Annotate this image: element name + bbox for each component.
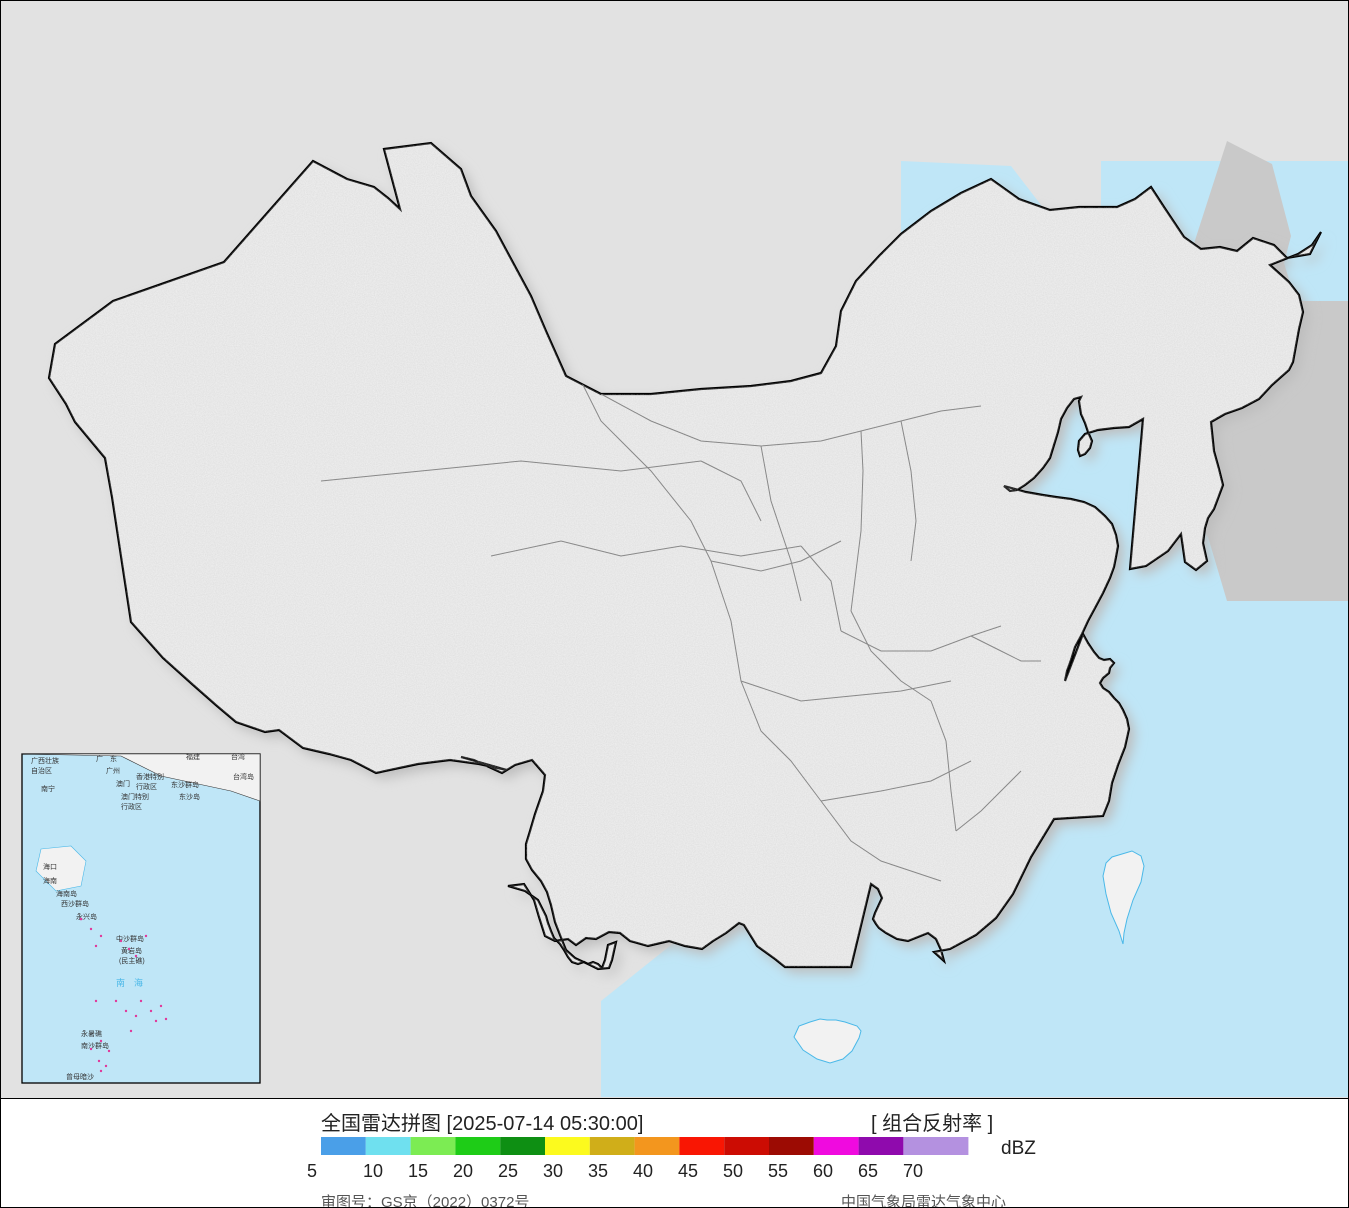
svg-text:海口: 海口 bbox=[43, 862, 57, 871]
svg-text:南 海: 南 海 bbox=[116, 977, 143, 988]
svg-text:澳门特别: 澳门特别 bbox=[121, 792, 149, 801]
svg-text:自治区: 自治区 bbox=[31, 766, 52, 775]
svg-text:永暑礁: 永暑礁 bbox=[81, 1029, 102, 1038]
svg-text:东沙群岛: 东沙群岛 bbox=[171, 780, 199, 789]
svg-text:西沙群岛: 西沙群岛 bbox=[61, 899, 89, 908]
svg-text:东沙岛: 东沙岛 bbox=[179, 792, 200, 801]
svg-text:行政区: 行政区 bbox=[136, 782, 157, 791]
svg-text:台湾: 台湾 bbox=[231, 752, 245, 761]
svg-text:海南岛: 海南岛 bbox=[56, 889, 77, 898]
svg-text:行政区: 行政区 bbox=[121, 802, 142, 811]
svg-text:永兴岛: 永兴岛 bbox=[76, 912, 97, 921]
svg-text:曾母暗沙: 曾母暗沙 bbox=[66, 1072, 94, 1081]
svg-text:香港特别: 香港特别 bbox=[136, 772, 164, 781]
svg-text:广西壮族: 广西壮族 bbox=[31, 756, 59, 765]
svg-text:福建: 福建 bbox=[186, 752, 200, 761]
svg-text:海南: 海南 bbox=[43, 876, 57, 885]
svg-text:黄岩岛: 黄岩岛 bbox=[121, 946, 142, 955]
svg-text:南宁: 南宁 bbox=[41, 784, 55, 793]
svg-text:广州: 广州 bbox=[106, 766, 120, 775]
svg-text:澳门: 澳门 bbox=[116, 779, 130, 788]
svg-text:(民主礁): (民主礁) bbox=[119, 956, 145, 965]
svg-text:南沙群岛: 南沙群岛 bbox=[81, 1041, 109, 1050]
svg-text:台湾岛: 台湾岛 bbox=[233, 772, 254, 781]
svg-text:广 东: 广 东 bbox=[96, 754, 117, 763]
